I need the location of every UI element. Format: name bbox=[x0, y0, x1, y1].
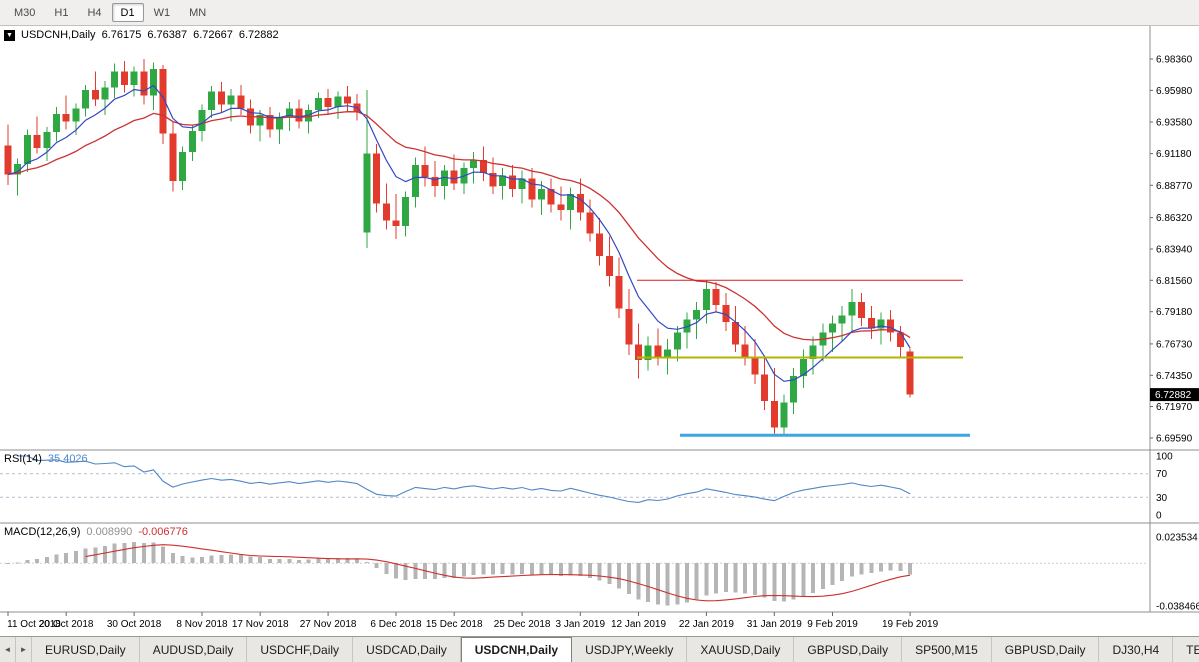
chart-window[interactable]: 6.98360 6.95980 6.93580 6.91180 6.88770 6.863… bbox=[0, 26, 1199, 636]
chart-tab-usdchf-daily[interactable]: USDCHF,Daily bbox=[247, 637, 354, 662]
tabs-scroll-right-icon[interactable]: ► bbox=[16, 637, 32, 662]
chart-surface[interactable] bbox=[0, 26, 1199, 636]
svg-text:6.83940: 6.83940 bbox=[1156, 245, 1193, 256]
svg-text:20 Oct 2018: 20 Oct 2018 bbox=[39, 619, 94, 630]
svg-text:17 Nov 2018: 17 Nov 2018 bbox=[232, 619, 289, 630]
timeframe-button-h4[interactable]: H4 bbox=[87, 7, 102, 19]
svg-text:31 Jan 2019: 31 Jan 2019 bbox=[747, 619, 802, 630]
rsi-pane: 100 70 30 0 bbox=[0, 452, 1173, 522]
chart-tab-xauusd-daily[interactable]: XAUUSD,Daily bbox=[687, 637, 795, 662]
chart-tab-tech100[interactable]: TECH100 bbox=[1173, 637, 1199, 662]
chart-tab-usdcad-daily[interactable]: USDCAD,Daily bbox=[353, 637, 461, 662]
chart-svg[interactable]: 6.98360 6.95980 6.93580 6.91180 6.88770 6.863… bbox=[0, 26, 1199, 636]
timeframe-button-d1[interactable]: D1 bbox=[111, 3, 144, 22]
chart-tab-eurusd-daily[interactable]: EURUSD,Daily bbox=[32, 637, 140, 662]
chart-dropdown-icon[interactable]: ▼ bbox=[4, 29, 15, 41]
chart-tab-audusd-daily[interactable]: AUDUSD,Daily bbox=[140, 637, 248, 662]
chart-canvas[interactable]: 6.98360 6.95980 6.93580 6.91180 6.88770 6.863… bbox=[0, 26, 1199, 636]
svg-text:8 Nov 2018: 8 Nov 2018 bbox=[176, 619, 228, 630]
chart-tab-sp500-m15[interactable]: SP500,M15 bbox=[902, 637, 992, 662]
svg-text:30: 30 bbox=[1156, 493, 1168, 504]
svg-text:-0.038466: -0.038466 bbox=[1156, 602, 1199, 613]
svg-text:6.79180: 6.79180 bbox=[1156, 307, 1193, 318]
chart-tab-usdcnh-daily[interactable]: USDCNH,Daily bbox=[460, 637, 573, 662]
svg-text:100: 100 bbox=[1156, 452, 1173, 463]
svg-text:15 Dec 2018: 15 Dec 2018 bbox=[426, 619, 483, 630]
svg-text:6.76730: 6.76730 bbox=[1156, 339, 1193, 350]
timeframe-button-m30[interactable]: M30 bbox=[14, 7, 36, 19]
macd-signal-line bbox=[85, 544, 911, 602]
svg-text:6.71970: 6.71970 bbox=[1156, 402, 1193, 413]
svg-text:6.93580: 6.93580 bbox=[1156, 118, 1193, 129]
svg-text:0: 0 bbox=[1156, 511, 1162, 522]
chart-tab-gbpusd-daily[interactable]: GBPUSD,Daily bbox=[794, 637, 903, 662]
svg-text:11 Oct 2018: 11 Oct 2018 bbox=[7, 619, 61, 630]
svg-text:6.91180: 6.91180 bbox=[1156, 149, 1192, 160]
svg-text:27 Nov 2018: 27 Nov 2018 bbox=[300, 619, 357, 630]
svg-text:6.98360: 6.98360 bbox=[1156, 55, 1193, 66]
svg-text:12 Jan 2019: 12 Jan 2019 bbox=[611, 619, 666, 630]
svg-text:6.72882: 6.72882 bbox=[1155, 390, 1192, 401]
svg-text:6.88770: 6.88770 bbox=[1156, 181, 1193, 192]
svg-text:70: 70 bbox=[1156, 469, 1168, 480]
svg-text:6 Dec 2018: 6 Dec 2018 bbox=[370, 619, 422, 630]
chart-tab-usdjpy-weekly[interactable]: USDJPY,Weekly bbox=[572, 637, 688, 662]
svg-text:6.81560: 6.81560 bbox=[1156, 276, 1193, 287]
price-axis-labels[interactable]: 6.98360 6.95980 6.93580 6.91180 6.88770 6.863… bbox=[1150, 55, 1193, 445]
macd-pane: 0.023534 -0.038466 bbox=[0, 533, 1199, 613]
svg-text:0.023534: 0.023534 bbox=[1156, 533, 1198, 544]
timeframe-button-w1[interactable]: W1 bbox=[153, 7, 171, 19]
timeframe-button-h1[interactable]: H1 bbox=[54, 7, 69, 19]
macd-histogram bbox=[6, 542, 913, 606]
svg-text:6.86320: 6.86320 bbox=[1156, 213, 1193, 224]
svg-text:9 Feb 2019: 9 Feb 2019 bbox=[807, 619, 858, 630]
svg-text:22 Jan 2019: 22 Jan 2019 bbox=[679, 619, 734, 630]
candlesticks bbox=[4, 59, 914, 437]
svg-text:25 Dec 2018: 25 Dec 2018 bbox=[494, 619, 551, 630]
timeframe-toolbar: M30 H1 H4 D1 W1 MN bbox=[0, 0, 1199, 26]
chart-tab-dj30-h4[interactable]: DJ30,H4 bbox=[1099, 637, 1174, 662]
window-tab-bar: ◄ ► EURUSD,Daily AUDUSD,Daily USDCHF,Daily… bbox=[0, 636, 1199, 662]
tabs-scroll-left-icon[interactable]: ◄ bbox=[0, 637, 16, 662]
timeframe-button-mn[interactable]: MN bbox=[189, 7, 207, 19]
ma-slow-line bbox=[7, 111, 911, 341]
chart-tab-gbpusd-daily[interactable]: GBPUSD,Daily bbox=[992, 637, 1100, 662]
current-price-badge: 6.72882 bbox=[1150, 388, 1199, 402]
svg-text:6.95980: 6.95980 bbox=[1156, 86, 1193, 97]
ma-fast-line bbox=[7, 84, 911, 382]
svg-text:3 Jan 2019: 3 Jan 2019 bbox=[556, 619, 606, 630]
svg-text:19 Feb 2019: 19 Feb 2019 bbox=[882, 619, 939, 630]
chart-tabs: EURUSD,Daily AUDUSD,Daily USDCHF,Daily USDC… bbox=[32, 637, 1199, 662]
svg-text:6.74350: 6.74350 bbox=[1156, 371, 1193, 382]
svg-text:6.69590: 6.69590 bbox=[1156, 434, 1193, 445]
svg-text:30 Oct 2018: 30 Oct 2018 bbox=[107, 619, 162, 630]
